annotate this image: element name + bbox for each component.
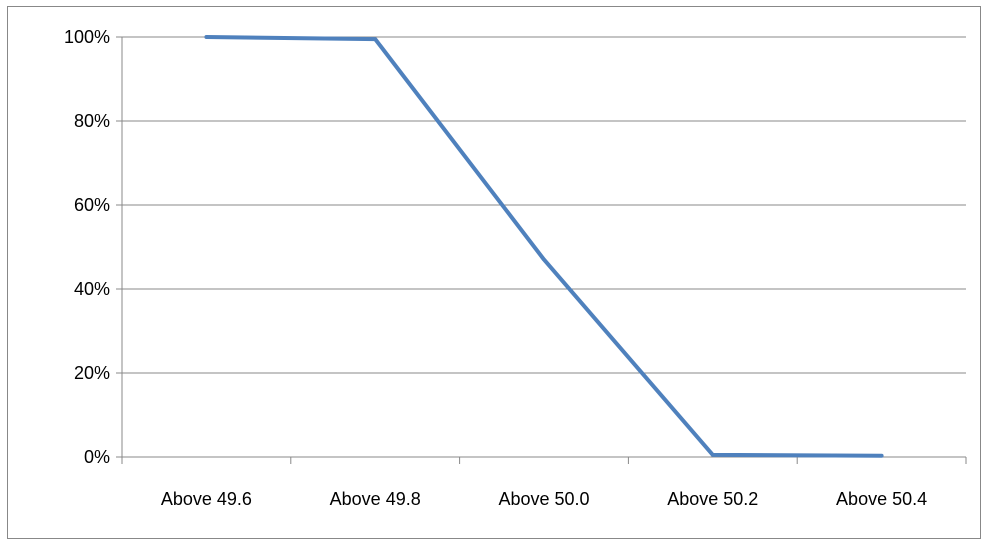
y-tick-labels: 0% 20% 40% 60% 80% 100%: [64, 27, 110, 467]
gridlines: [122, 36, 966, 374]
x-tick-label: Above 50.0: [498, 489, 589, 509]
y-tick-label: 20%: [74, 363, 110, 383]
x-tick-label: Above 49.6: [161, 489, 252, 509]
series-line: [204, 35, 884, 458]
x-tick-label: Above 50.2: [667, 489, 758, 509]
x-tick-label: Above 50.4: [836, 489, 927, 509]
y-tick-label: 40%: [74, 279, 110, 299]
x-tick-label: Above 49.8: [330, 489, 421, 509]
y-tick-label: 60%: [74, 195, 110, 215]
x-tick-labels: Above 49.6 Above 49.8 Above 50.0 Above 50.2…: [161, 489, 927, 509]
y-tick-label: 0%: [84, 447, 110, 467]
y-tick-label: 100%: [64, 27, 110, 47]
y-tick-label: 80%: [74, 111, 110, 131]
chart-frame: [7, 6, 981, 539]
axes: [116, 36, 967, 464]
series: [204, 35, 884, 458]
